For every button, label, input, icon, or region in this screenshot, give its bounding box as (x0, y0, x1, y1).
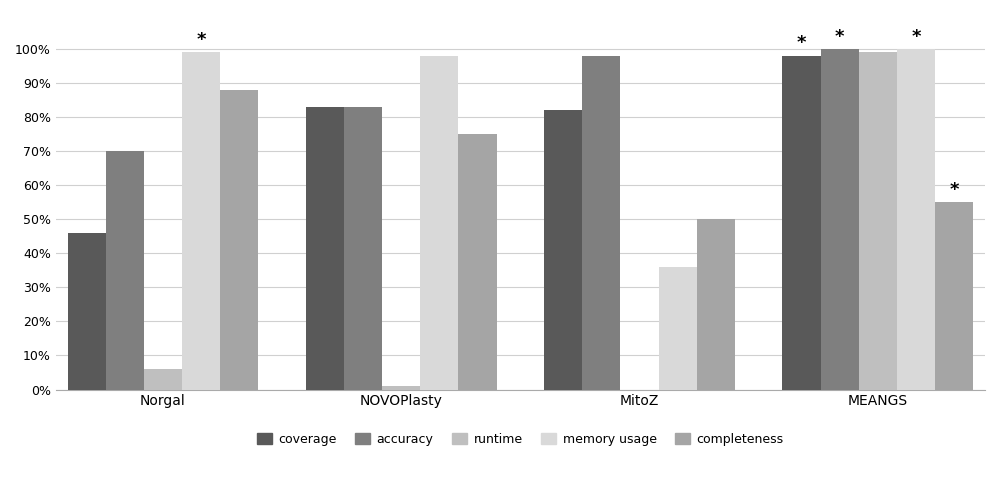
Bar (859, 53, 897, 390)
Text: *: * (196, 31, 206, 49)
Bar (582, 56, 620, 390)
Bar (935, 202, 973, 390)
Bar (458, 134, 497, 390)
Legend: coverage, accuracy, runtime, memory usage, completeness: coverage, accuracy, runtime, memory usag… (252, 428, 789, 451)
Bar (220, 90, 258, 390)
Text: *: * (797, 34, 806, 53)
Bar (144, 369, 182, 390)
Bar (68, 233, 106, 390)
Bar (821, 49, 859, 390)
Bar (659, 267, 697, 390)
Bar (306, 107, 344, 390)
Text: *: * (911, 28, 921, 46)
Bar (544, 110, 582, 390)
Bar (697, 219, 735, 390)
Bar (106, 151, 144, 390)
Text: *: * (949, 181, 959, 199)
Bar (182, 53, 220, 390)
Bar (897, 49, 935, 390)
Bar (382, 386, 420, 390)
Text: *: * (835, 28, 844, 46)
Bar (782, 56, 821, 390)
Bar (420, 56, 458, 390)
Bar (344, 107, 382, 390)
